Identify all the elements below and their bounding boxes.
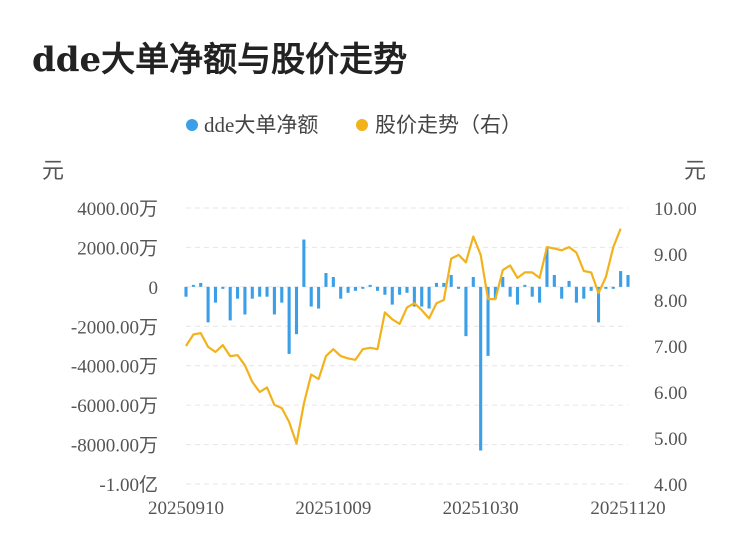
bar — [493, 286, 497, 299]
x-tick-label: 20251009 — [295, 498, 371, 519]
bar — [324, 273, 328, 287]
bar — [442, 282, 446, 287]
bar — [331, 277, 335, 287]
bar — [243, 286, 247, 315]
bar — [339, 286, 343, 299]
bar — [317, 286, 321, 309]
left-tick-label: -4000.00万 — [71, 357, 158, 378]
bar — [604, 286, 608, 289]
bar — [287, 286, 291, 354]
bar — [457, 286, 461, 289]
bar — [464, 286, 468, 337]
bar — [427, 286, 431, 309]
bar — [486, 286, 490, 356]
right-tick-label: 4.00 — [654, 475, 687, 496]
bar — [258, 286, 262, 297]
legend[interactable]: dde大单净额 股价走势（右） — [186, 113, 522, 137]
bar — [449, 275, 453, 287]
bar — [398, 286, 402, 295]
bar — [199, 282, 203, 287]
right-tick-label: 6.00 — [654, 383, 687, 404]
bar — [619, 271, 623, 287]
right-tick-label: 5.00 — [654, 429, 687, 450]
axis-labels: 4000.00万 2000.00万 0 -2000.00万 -4000.00万 -6000… — [42, 158, 706, 519]
bar — [353, 286, 357, 291]
bar — [184, 286, 188, 297]
bar — [589, 286, 593, 291]
bar — [420, 286, 424, 307]
bar — [309, 286, 313, 307]
bar — [434, 282, 439, 287]
right-axis-unit: 元 — [684, 158, 706, 183]
bar — [574, 286, 578, 303]
left-tick-label: -2000.00万 — [71, 317, 158, 338]
bar — [471, 277, 475, 287]
bar — [361, 286, 365, 289]
bar — [250, 286, 254, 299]
x-tick-label: 20250910 — [148, 498, 224, 519]
bar — [280, 286, 284, 303]
bar — [552, 275, 556, 287]
bar — [375, 286, 380, 291]
bar — [626, 275, 630, 287]
bar — [206, 286, 210, 323]
left-tick-label: 2000.00万 — [77, 238, 158, 259]
bar — [368, 284, 372, 287]
bar — [390, 286, 394, 305]
bar — [302, 239, 306, 287]
bar — [596, 286, 601, 323]
bar — [545, 247, 549, 287]
bar — [383, 286, 387, 295]
line-series — [185, 228, 622, 445]
left-axis-unit: 元 — [42, 158, 64, 183]
legend-label-dde[interactable]: dde大单净额 — [204, 113, 318, 137]
left-tick-label: -1.00亿 — [99, 474, 158, 496]
bar — [294, 286, 299, 335]
bar — [479, 286, 483, 451]
legend-marker-dde — [186, 119, 198, 131]
bar — [515, 286, 520, 305]
right-tick-label: 10.00 — [654, 199, 697, 220]
left-tick-label: -8000.00万 — [71, 436, 158, 457]
bar — [538, 286, 542, 303]
price-line — [185, 228, 622, 445]
left-tick-label: 4000.00万 — [77, 199, 158, 220]
legend-marker-price — [356, 119, 368, 131]
chart-title: dde大单净额与股价走势 — [32, 40, 408, 80]
bar — [523, 284, 527, 287]
bar — [582, 286, 586, 299]
left-tick-label: -6000.00万 — [71, 396, 158, 417]
bar — [346, 286, 350, 293]
bar — [236, 286, 240, 299]
bar — [213, 286, 218, 303]
legend-label-price[interactable]: 股价走势（右） — [375, 113, 522, 137]
bar — [412, 286, 416, 307]
right-tick-label: 7.00 — [654, 337, 687, 358]
x-tick-label: 20251030 — [443, 498, 519, 519]
bar — [567, 280, 571, 287]
left-tick-label: 0 — [149, 278, 159, 299]
bar — [560, 286, 564, 299]
bar — [501, 277, 505, 287]
bar — [221, 286, 225, 289]
bar — [265, 286, 269, 297]
bar-series — [184, 239, 630, 451]
bar — [508, 286, 512, 297]
bar — [611, 286, 615, 289]
bar — [530, 286, 534, 297]
x-tick-label: 20251120 — [590, 498, 665, 519]
right-tick-label: 8.00 — [654, 291, 687, 312]
bar — [228, 286, 232, 321]
bar — [191, 284, 195, 287]
bar — [272, 286, 276, 315]
right-tick-label: 9.00 — [654, 245, 687, 266]
bar — [405, 286, 409, 293]
